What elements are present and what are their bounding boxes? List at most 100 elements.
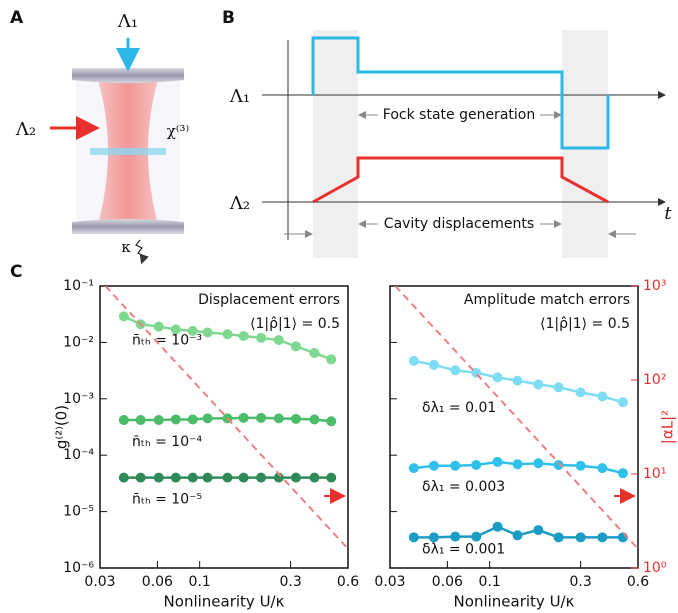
marker [135,415,146,426]
marker [553,460,564,471]
x-axis-label: Nonlinearity U/κ [164,593,285,611]
y-tick-label: 10⁻⁶ [63,560,94,576]
marker [512,530,523,541]
cavity [50,38,184,265]
y-tick-label: 10⁻³ [63,391,94,407]
marker [533,458,544,469]
y-tick-label: 10⁻¹ [63,278,94,294]
x-axis-label: Nonlinearity U/κ [454,593,575,611]
time-label: t [664,203,672,224]
marker [575,532,586,543]
marker [135,472,146,483]
marker [202,413,213,424]
x-tick-label: 0.3 [569,574,591,590]
marker [553,532,564,543]
marker [326,472,337,483]
panel-label: A [10,8,24,28]
marker [273,335,284,346]
marker [238,472,249,483]
marker [153,415,164,426]
x-tick-label: 0.1 [479,574,501,590]
marker [408,463,419,474]
annotation: ⟨1|ρ̂|1⟩ = 0.5 [250,316,340,332]
marker [428,532,439,543]
x-tick-label: 0.6 [337,574,359,590]
marker [118,311,129,322]
mirror-top [72,68,184,83]
marker [533,379,544,390]
panel-label: C [10,262,22,282]
series-label: δλ₁ = 0.003 [422,479,505,495]
stage-label: Cavity displacements [384,216,534,232]
x-tick-label: 0.06 [432,574,463,590]
annotation: Amplitude match errors [464,292,630,308]
marker [202,327,213,338]
marker [492,456,503,467]
marker [428,460,439,471]
annotation: ⟨1|ρ̂|1⟩ = 0.5 [540,316,630,332]
mirror-bottom [72,219,184,234]
marker [238,330,249,341]
pump-label: Λ₁ [117,11,138,32]
drive-trace [311,36,610,150]
marker [575,387,586,398]
x-tick-label: 0.03 [374,574,405,590]
marker [428,359,439,370]
annotation: Displacement errors [198,292,340,308]
marker [533,525,544,536]
marker [153,321,164,332]
marker [326,354,337,365]
x-tick-label: 0.1 [189,574,211,590]
marker [597,391,608,402]
marker [408,355,419,366]
marker [309,414,320,425]
y-axis-label: g⁽²⁾(0) [53,405,71,449]
marker [492,372,503,383]
pulse-sequence [262,30,666,258]
series-label: n̄ₜₕ = 10⁻⁴ [132,434,202,450]
marker [187,325,198,336]
marker [290,472,301,483]
marker [170,472,181,483]
marker [553,382,564,393]
marker [290,341,301,352]
marker [118,472,129,483]
y2-tick-label: 10¹ [643,466,666,482]
marker [222,329,233,340]
marker [597,463,608,474]
marker [309,472,320,483]
nonlinearity-label: χ⁽³⁾ [167,122,189,140]
series-label: δλ₁ = 0.01 [422,400,496,416]
panel-label: B [222,8,235,28]
series-label: n̄ₜₕ = 10⁻³ [132,332,202,348]
marker [617,468,628,479]
plot-frame [99,285,349,569]
series-label: n̄ₜₕ = 10⁻⁵ [132,492,202,508]
x-tick-label: 0.06 [142,574,173,590]
marker [118,415,129,426]
x-tick-label: 0.03 [84,574,115,590]
decay-label: κ [121,238,131,256]
marker [170,414,181,425]
marker [256,412,267,423]
y2-axis-label: |αL|² [659,410,677,444]
marker [256,472,267,483]
marker [256,332,267,343]
marker [450,460,461,471]
x-tick-label: 0.6 [627,574,649,590]
marker [512,459,523,470]
nonlinear-medium [90,148,166,155]
marker [202,472,213,483]
marker [238,412,249,423]
marker [492,521,503,532]
shaded-region [562,30,608,258]
pump-label: Λ₂ [15,119,36,140]
marker [512,375,523,386]
marker [273,413,284,424]
marker [471,460,482,471]
trace-label: Λ₂ [229,193,250,214]
marker [471,531,482,542]
decay-arrow [135,239,149,265]
plot-frame [389,285,639,569]
drive-trace [312,156,609,204]
